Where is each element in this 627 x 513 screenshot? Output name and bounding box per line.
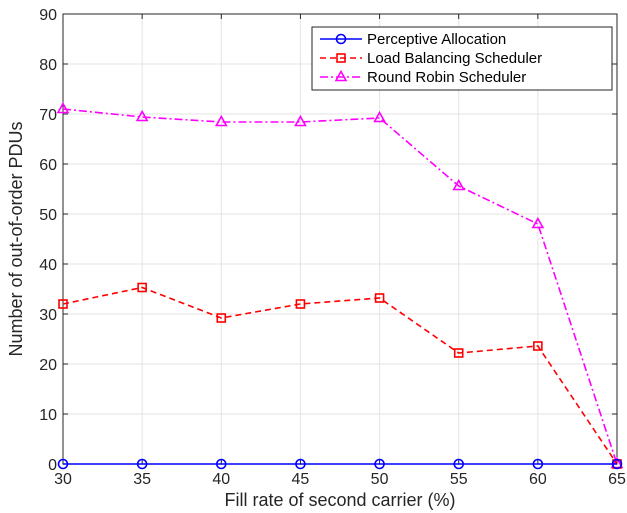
legend-entry: Perceptive Allocation xyxy=(320,31,506,48)
y-tick-label: 20 xyxy=(39,357,57,374)
x-axis-label: Fill rate of second carrier (%) xyxy=(224,490,455,510)
legend-label: Perceptive Allocation xyxy=(367,31,506,48)
data-point xyxy=(453,458,465,470)
y-tick-label: 0 xyxy=(48,457,57,474)
data-point xyxy=(58,299,68,309)
data-point xyxy=(215,458,227,470)
x-tick-label: 45 xyxy=(292,471,310,488)
data-point xyxy=(295,458,306,470)
y-tick-label: 90 xyxy=(39,7,57,24)
x-tick-label: 50 xyxy=(371,471,389,488)
data-point xyxy=(56,101,70,114)
y-tick-label: 50 xyxy=(39,207,57,224)
data-point xyxy=(294,114,307,127)
x-axis-ticks: 30 35 40 45 50 55 60 65 xyxy=(54,14,626,488)
x-tick-label: 35 xyxy=(133,471,151,488)
data-point xyxy=(374,293,385,303)
data-point xyxy=(531,216,545,229)
data-point xyxy=(373,110,386,123)
y-axis-ticks: 0 10 20 30 40 50 60 70 80 90 xyxy=(39,7,617,474)
y-tick-label: 30 xyxy=(39,307,57,324)
data-point xyxy=(137,282,147,293)
y-axis-label: Number of out-of-order PDUs xyxy=(6,121,26,356)
legend: Perceptive Allocation Load Balancing Sche… xyxy=(311,26,613,91)
data-point xyxy=(533,341,543,351)
legend-marker xyxy=(335,33,347,45)
y-tick-label: 70 xyxy=(39,107,57,124)
data-point xyxy=(452,178,466,191)
y-tick-label: 40 xyxy=(39,257,57,274)
data-point xyxy=(532,458,544,470)
x-tick-label: 60 xyxy=(529,471,547,488)
x-tick-label: 65 xyxy=(608,471,626,488)
y-tick-label: 10 xyxy=(39,407,57,424)
y-tick-label: 60 xyxy=(39,157,57,174)
x-tick-label: 30 xyxy=(54,471,72,488)
legend-label: Load Balancing Scheduler xyxy=(367,50,542,67)
data-point xyxy=(57,458,69,470)
legend-marker xyxy=(334,69,348,82)
series-layer xyxy=(56,101,624,470)
series-perceptive-allocation xyxy=(57,458,623,470)
data-point xyxy=(611,458,623,470)
legend-entry: Load Balancing Scheduler xyxy=(320,50,542,67)
data-point xyxy=(453,348,464,358)
x-tick-label: 55 xyxy=(450,471,468,488)
data-point xyxy=(136,458,148,470)
data-point xyxy=(374,458,385,470)
data-point xyxy=(295,299,306,309)
y-tick-label: 80 xyxy=(39,57,57,74)
legend-label: Round Robin Scheduler xyxy=(367,69,526,86)
series-line xyxy=(62,108,618,465)
legend-marker xyxy=(336,53,346,63)
data-point xyxy=(135,109,149,122)
data-point xyxy=(214,114,228,127)
data-point xyxy=(216,313,227,323)
series-load-balancing-scheduler xyxy=(58,282,622,469)
series-line xyxy=(62,286,618,465)
legend-entry: Round Robin Scheduler xyxy=(320,69,526,86)
x-tick-label: 40 xyxy=(212,471,230,488)
series-round-robin-scheduler xyxy=(56,101,624,469)
